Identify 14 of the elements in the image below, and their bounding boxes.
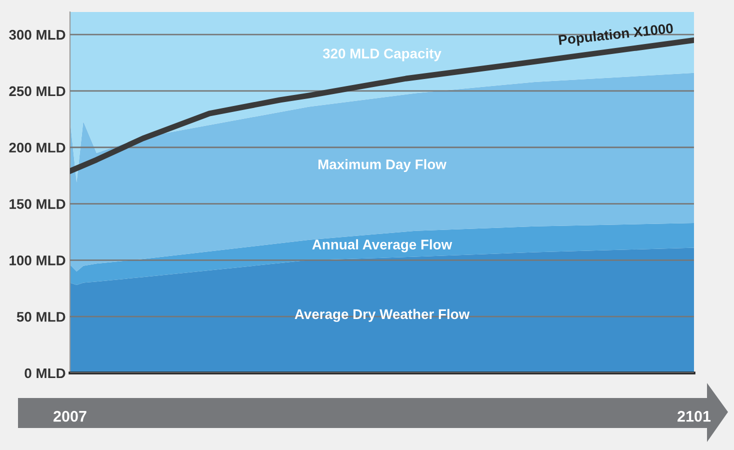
y-tick-label: 0 MLD <box>24 368 66 378</box>
series-label: 320 MLD Capacity <box>322 48 442 62</box>
x-tick-label: 2101 <box>678 410 711 422</box>
y-tick-label: 150 MLD <box>10 199 66 209</box>
y-tick-label: 300 MLD <box>9 30 66 40</box>
series-label: Annual Average Flow <box>312 239 452 252</box>
text: Population X1000 <box>558 22 674 48</box>
y-tick-label: 100 MLD <box>10 256 66 266</box>
series-label: Average Dry Weather Flow <box>294 308 470 322</box>
x-tick-label: 2007 <box>54 410 86 422</box>
y-tick-label: 50 MLD <box>16 312 66 322</box>
y-tick-label: 250 MLD <box>9 86 66 96</box>
series-label: Maximum Day Flow <box>318 159 446 172</box>
y-tick-label: 200 MLD <box>9 142 66 153</box>
